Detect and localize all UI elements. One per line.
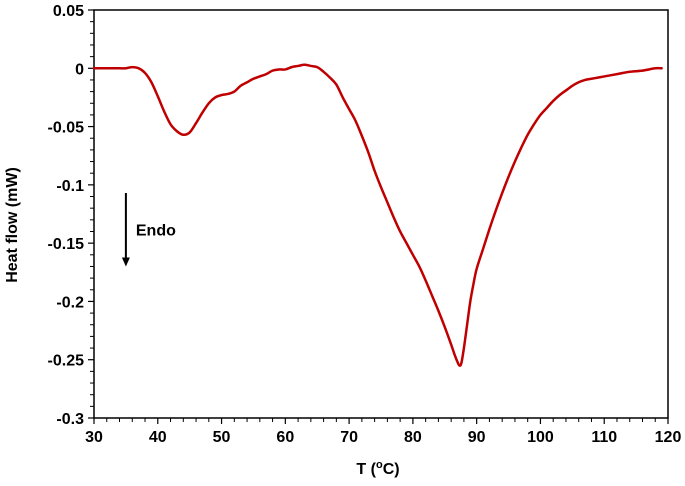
y-axis-title: Heat flow (mW) [4, 167, 21, 283]
y-tick-label: 0 [75, 61, 84, 78]
endo-arrow-head [121, 257, 130, 267]
x-tick-label: 110 [591, 429, 617, 446]
y-tick-label: -0.3 [56, 411, 84, 428]
x-axis-title: T (oC) [356, 459, 399, 478]
y-tick-labels: 0.05 0 -0.05 -0.1 -0.15 -0.2 -0.25 -0.3 [48, 3, 85, 428]
x-tick-label: 60 [276, 429, 294, 446]
endo-annotation: Endo [121, 193, 176, 267]
series-layer [92, 63, 663, 367]
endo-label: Endo [136, 223, 176, 240]
y-tick-label: -0.05 [48, 120, 85, 137]
x-tick-label: 80 [404, 429, 422, 446]
axes [93, 9, 669, 419]
y-tick-label: -0.1 [56, 178, 84, 195]
x-tick-label: 70 [340, 429, 358, 446]
x-tick-label: 90 [468, 429, 486, 446]
y-tick-label: 0.05 [53, 3, 84, 20]
y-tick-label: -0.15 [48, 236, 85, 253]
tick-marks [88, 9, 669, 424]
y-tick-label: -0.2 [56, 294, 84, 311]
x-tick-label: 100 [527, 429, 554, 446]
x-tick-labels: 30 40 50 60 70 80 90 100 110 120 [85, 429, 681, 446]
y-tick-label: -0.25 [48, 353, 85, 370]
x-tick-label: 40 [149, 429, 167, 446]
x-tick-label: 30 [85, 429, 103, 446]
plot-frame [93, 9, 669, 419]
x-tick-label: 50 [213, 429, 231, 446]
heat-flow-line [92, 63, 663, 367]
x-tick-label: 120 [655, 429, 682, 446]
